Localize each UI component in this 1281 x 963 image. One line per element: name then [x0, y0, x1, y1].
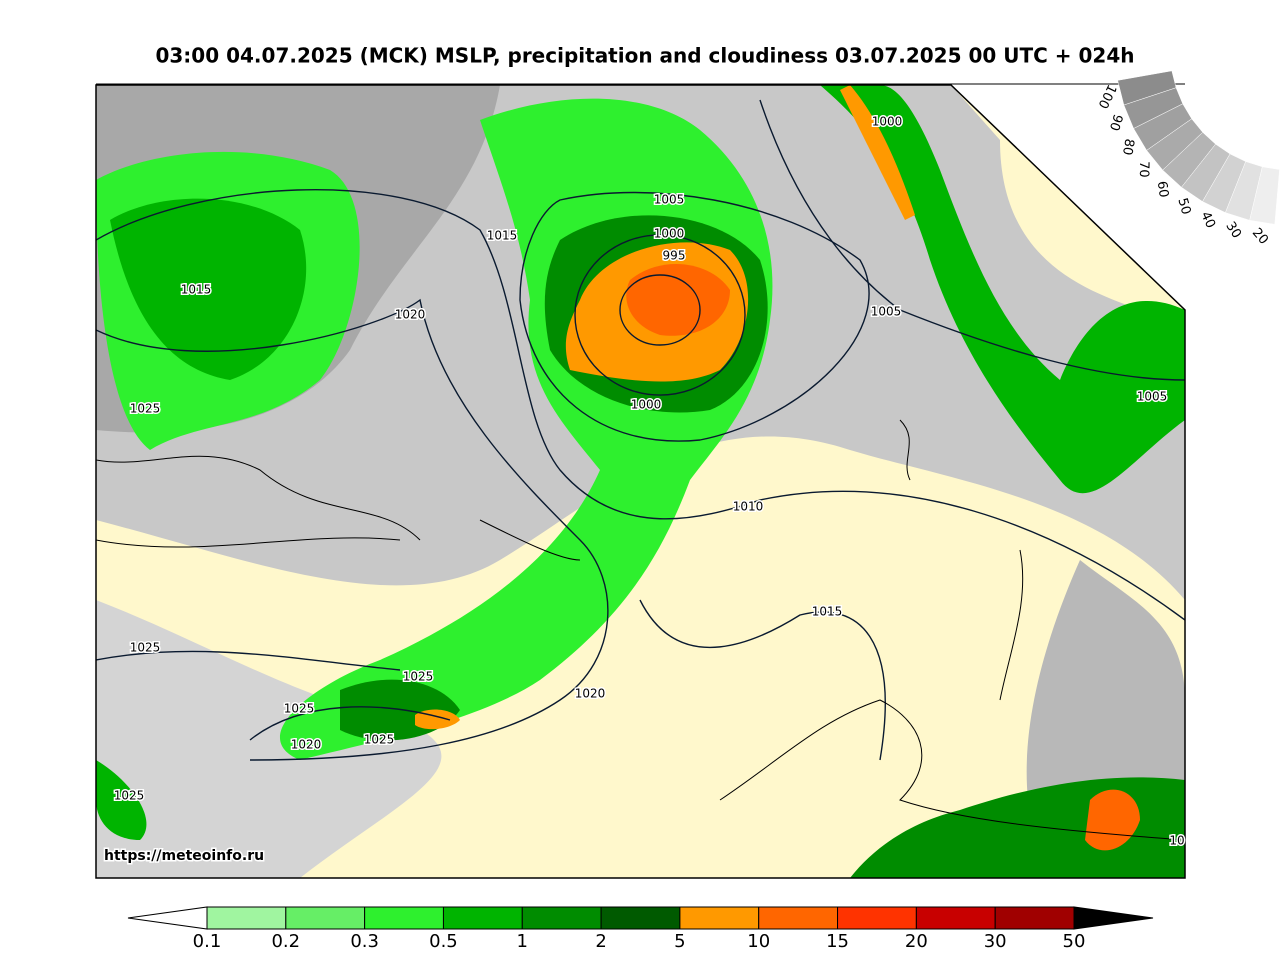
- isobar-label: 1025: [130, 641, 161, 655]
- colorbar-label: 15: [826, 931, 849, 952]
- isobar-label: 1005: [1137, 390, 1168, 404]
- isobar-line: [574, 234, 746, 396]
- coastline: [96, 419, 1185, 841]
- isobar-label: 1020: [395, 308, 426, 322]
- colorbar-label: 0.2: [271, 931, 300, 952]
- isobar-line: [96, 298, 609, 761]
- map-frame: [95, 84, 1186, 879]
- title: 03:00 04.07.2025 (MCK) MSLP, precipitati…: [155, 44, 1134, 68]
- colorbar-box: [206, 906, 287, 930]
- isobar-label: 10: [1169, 834, 1184, 848]
- isobar-label: 995: [663, 249, 686, 263]
- isobar-label: 1005: [871, 305, 902, 319]
- cloud-label: 40: [1197, 209, 1217, 230]
- colorbar-box: [994, 906, 1075, 930]
- isobar-line: [619, 274, 701, 346]
- colorbar-label: 20: [905, 931, 928, 952]
- isobar-line: [519, 191, 870, 442]
- isobar-label: 1010: [733, 500, 764, 514]
- colorbar-box: [679, 906, 760, 930]
- colorbar-label: 10: [747, 931, 770, 952]
- isobar-label: 1000: [872, 115, 903, 129]
- colorbar-box: [837, 906, 917, 930]
- colorbar-label: 0.5: [429, 931, 458, 952]
- colorbar-box: [521, 906, 602, 930]
- cloud-label: 30: [1222, 219, 1244, 241]
- isobar-label: 1025: [284, 702, 315, 716]
- precip: [110, 198, 307, 380]
- colorbar: 0.1 0.2 0.3 0.5 1 2 5 10 15 20 30 50: [127, 906, 1154, 952]
- cloud-wedge: [1249, 166, 1280, 225]
- cloud-label: 70: [1136, 161, 1151, 178]
- precip: [96, 760, 147, 840]
- isobar-labels: 1000 1005 1000 995 1015 1015 1020 1005 1…: [112, 113, 1186, 849]
- isobar-label: 1015: [487, 229, 518, 243]
- isobar-label: 1025: [114, 789, 145, 803]
- isobar-label: 1020: [575, 687, 606, 701]
- precip: [820, 85, 1185, 494]
- colorbar-box: [442, 906, 523, 930]
- colorbar-label: 50: [1063, 931, 1086, 952]
- colorbar-max: [1073, 906, 1154, 930]
- isobar-label: 1020: [291, 738, 322, 752]
- isobar-label: 1000: [654, 227, 685, 241]
- isobar-label: 1025: [403, 670, 434, 684]
- colorbar-min: [127, 906, 208, 930]
- colorbar-label: 0.3: [350, 931, 379, 952]
- cloud-label: 50: [1174, 196, 1193, 216]
- colorbar-box: [600, 906, 681, 930]
- isobar-label: 1025: [364, 733, 395, 747]
- isobar-label: 1025: [130, 402, 161, 416]
- isobar-line: [759, 99, 1185, 381]
- colorbar-box: [364, 906, 444, 930]
- source-url[interactable]: https://meteoinfo.ru: [103, 847, 266, 866]
- precip-heavy: [626, 263, 730, 336]
- cloud-label: 100: [1095, 82, 1119, 111]
- cloud-label: 60: [1154, 180, 1171, 198]
- isobar-line: [249, 706, 451, 741]
- isobar-label: 1015: [812, 605, 843, 619]
- colorbar-box: [758, 906, 839, 930]
- isobar-line: [639, 599, 886, 761]
- isobar-line: [96, 650, 401, 671]
- colorbar-box: [285, 906, 366, 930]
- colorbar-label: 2: [595, 931, 606, 952]
- colorbar-label: 30: [984, 931, 1007, 952]
- colorbar-label: 1: [517, 931, 528, 952]
- precip-heavy: [840, 85, 915, 220]
- map: [96, 85, 1185, 878]
- clouds-south: [96, 600, 442, 878]
- colorbar-label: 5: [674, 931, 685, 952]
- cloud-label: 20: [1249, 225, 1271, 247]
- isobar-label: 1005: [654, 193, 685, 207]
- isobar-label: 1015: [181, 283, 212, 297]
- colorbar-label: 0.1: [193, 931, 222, 952]
- isobar-line: [96, 189, 1185, 621]
- cloud-label: 90: [1106, 112, 1125, 132]
- cloud-label: 80: [1119, 138, 1136, 157]
- isobar-label: 1000: [631, 398, 662, 412]
- colorbar-box: [915, 906, 996, 930]
